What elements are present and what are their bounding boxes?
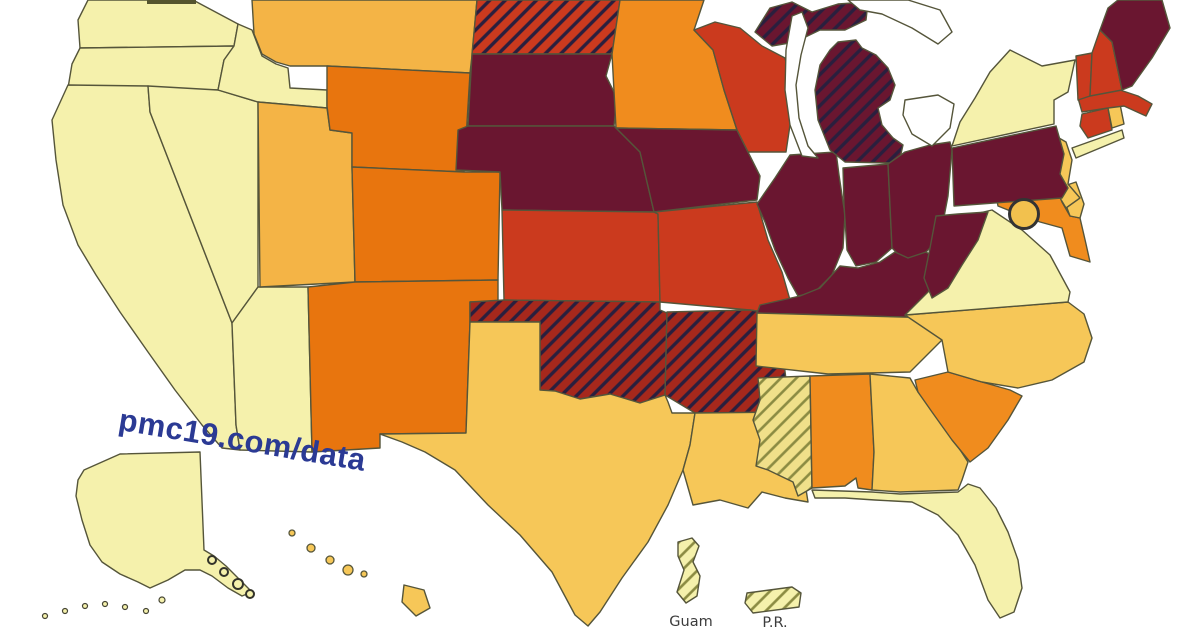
state-wa bbox=[77, 0, 239, 49]
state-ma bbox=[1077, 89, 1153, 117]
guam-label: Guam bbox=[669, 614, 712, 630]
state-tx bbox=[379, 321, 696, 627]
aleutian-island bbox=[61, 607, 69, 615]
alaska-se-island bbox=[245, 589, 255, 599]
state-mt bbox=[251, 0, 478, 74]
lakes-layer bbox=[784, 0, 955, 159]
state-ks bbox=[501, 209, 661, 303]
lake-2 bbox=[902, 94, 955, 147]
state-ga bbox=[869, 373, 969, 493]
hawaii-island bbox=[288, 529, 296, 537]
state-hi bbox=[401, 584, 431, 617]
hawaii-island bbox=[360, 570, 368, 578]
aleutian-island bbox=[101, 600, 109, 608]
dc-marker-circle bbox=[1008, 198, 1040, 230]
state-or bbox=[67, 45, 235, 91]
aleutian-island bbox=[142, 607, 150, 615]
state-mi bbox=[814, 39, 904, 164]
state-mi bbox=[754, 1, 869, 47]
hawaii-island bbox=[342, 564, 354, 576]
alaska-se-island bbox=[207, 555, 217, 565]
lake-1 bbox=[847, 0, 953, 45]
pr-label: P.R. bbox=[762, 615, 787, 630]
state-sd bbox=[467, 53, 618, 127]
alaska-se-island bbox=[232, 578, 244, 590]
state-ny bbox=[951, 49, 1076, 147]
state-wy bbox=[326, 65, 471, 173]
alaska-se-island bbox=[219, 567, 229, 577]
state-pr bbox=[744, 586, 802, 614]
hawaii-island bbox=[306, 543, 316, 553]
aleutian-island bbox=[81, 602, 89, 610]
islands-and-markers-layer bbox=[41, 0, 1040, 620]
state-me bbox=[1099, 0, 1171, 91]
state-nc bbox=[904, 301, 1093, 389]
state-gu bbox=[676, 537, 701, 604]
state-ct bbox=[1079, 107, 1113, 139]
cropped-border-artifact bbox=[147, 0, 196, 4]
state-wv bbox=[923, 211, 989, 299]
state-fl bbox=[811, 483, 1023, 619]
states-layer bbox=[51, 0, 1171, 627]
lake-0 bbox=[784, 11, 819, 159]
aleutian-island bbox=[41, 612, 49, 620]
aleutian-island bbox=[158, 596, 166, 604]
aleutian-island bbox=[121, 603, 129, 611]
state-al bbox=[809, 373, 875, 491]
state-co bbox=[351, 166, 501, 283]
state-ny bbox=[1071, 129, 1125, 159]
state-in bbox=[842, 163, 893, 267]
state-pa bbox=[951, 125, 1069, 207]
state-nd bbox=[471, 0, 621, 55]
hawaii-island bbox=[325, 555, 335, 565]
